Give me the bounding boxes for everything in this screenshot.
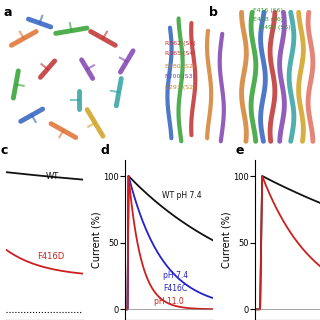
Text: F416 (S6): F416 (S6) [253,8,283,13]
Text: d: d [100,144,109,156]
Y-axis label: Current (%): Current (%) [92,212,101,268]
Text: R365 (S4): R365 (S4) [165,51,196,56]
Text: WT: WT [46,172,60,181]
Y-axis label: Current (%): Current (%) [221,212,232,268]
Text: E293 (S2): E293 (S2) [165,85,195,90]
Text: K496 (S6): K496 (S6) [260,25,290,30]
Text: a: a [3,6,12,19]
Text: b: b [209,6,218,19]
Text: pH 7.4: pH 7.4 [163,271,188,280]
Text: F416C: F416C [163,284,187,293]
Text: F200 (S3): F200 (S3) [165,74,195,79]
Text: E280 (S2): E280 (S2) [165,64,195,68]
Text: pH 11.0: pH 11.0 [154,297,184,306]
Text: c: c [0,144,8,156]
Text: F416D: F416D [37,252,64,261]
Text: e: e [236,144,244,156]
Text: WT pH 7.4: WT pH 7.4 [162,191,202,200]
Text: R362 (S4): R362 (S4) [165,41,196,45]
Text: E418 (S6): E418 (S6) [253,18,284,22]
